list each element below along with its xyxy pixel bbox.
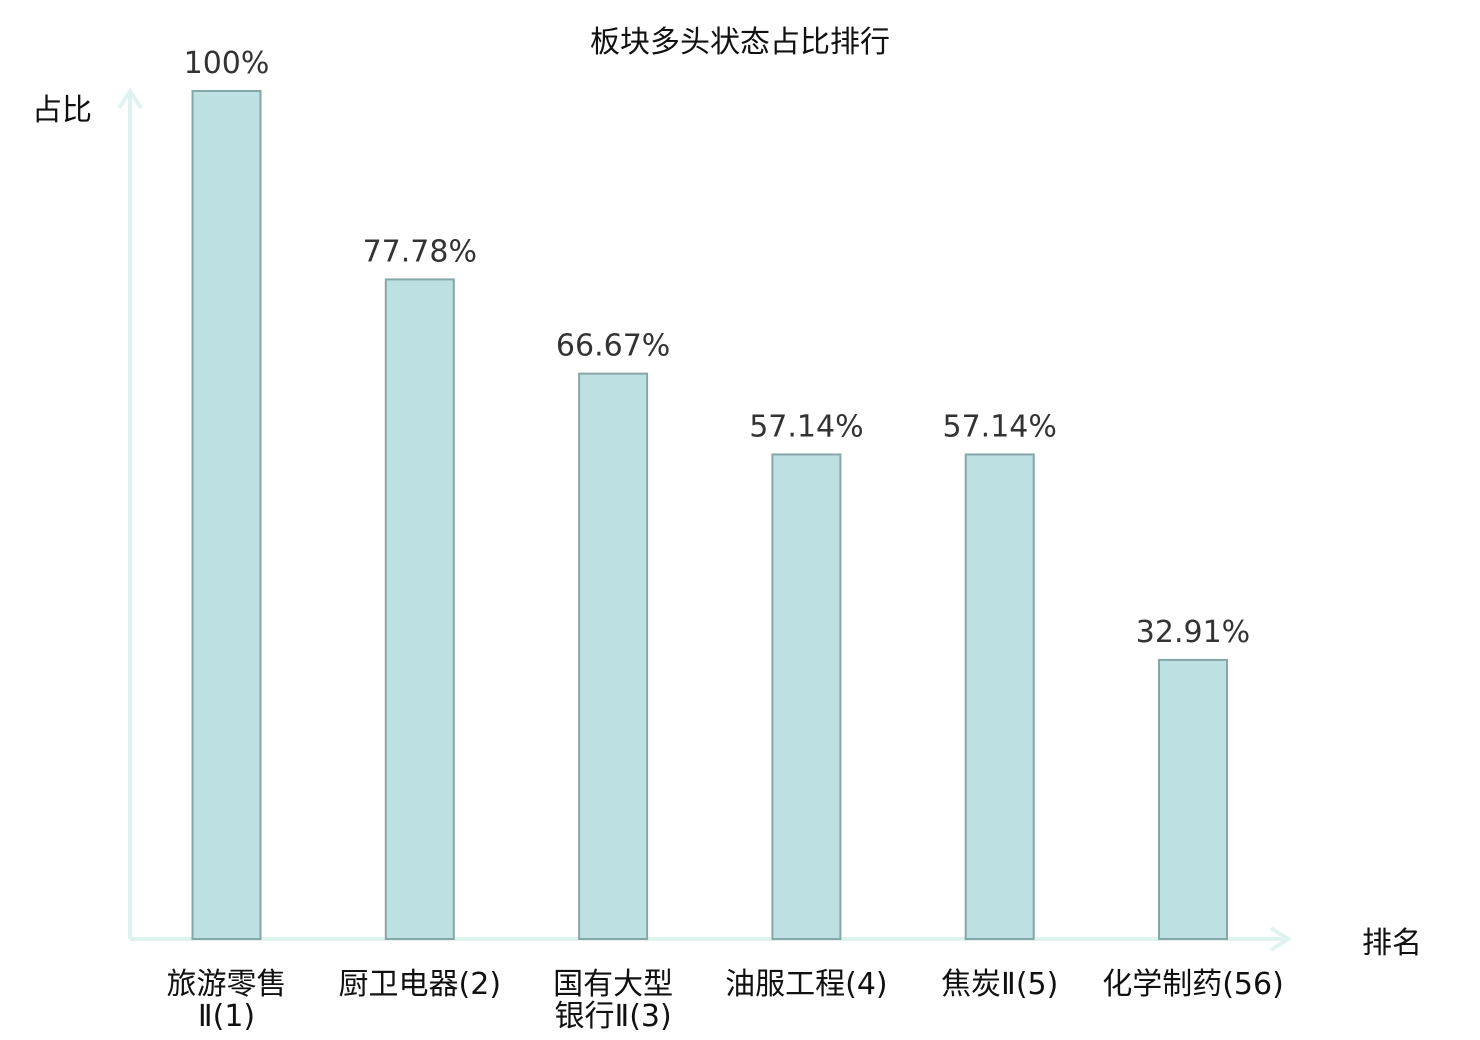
value-labels-group: 100% 77.78% 66.67% 57.14% 57.14% 32.91% <box>184 46 1251 650</box>
bar-5 <box>964 453 1035 940</box>
bar-1 <box>191 90 262 940</box>
category-label-line: Ⅱ(1) <box>198 999 255 1034</box>
bar-2 <box>384 278 455 940</box>
value-label-6: 32.91% <box>1136 615 1250 650</box>
category-label-5: 焦炭Ⅱ(5) <box>941 967 1058 1002</box>
y-axis-arrow <box>117 87 143 110</box>
value-label-3: 66.67% <box>556 329 670 364</box>
category-label-3: 国有大型银行Ⅱ(3) <box>553 967 673 1034</box>
category-label-line: 厨卫电器(2) <box>339 967 502 1002</box>
category-label-line: 化学制药(56) <box>1102 967 1284 1002</box>
x-axis-label: 排名 <box>1362 926 1422 961</box>
category-label-line: 焦炭Ⅱ(5) <box>941 967 1058 1002</box>
bars-group <box>191 90 1228 941</box>
category-label-1: 旅游零售 Ⅱ(1) <box>167 967 287 1034</box>
category-label-2: 厨卫电器(2) <box>339 967 502 1002</box>
category-label-line: 银行Ⅱ(3) <box>554 999 671 1034</box>
chart-title: 板块多头状态占比排行 <box>590 25 890 60</box>
x-axis-arrow <box>1269 926 1292 952</box>
category-labels-group: 旅游零售 Ⅱ(1) 厨卫电器(2) 国有大型银行Ⅱ(3) 油服工程(4) 焦炭Ⅱ(5) 化学… <box>167 967 1284 1034</box>
x-axis <box>130 926 1292 952</box>
category-label-line: 油服工程(4) <box>725 967 888 1002</box>
category-label-line: 旅游零售 <box>167 967 287 1002</box>
y-axis-label: 占比 <box>32 93 92 128</box>
bar-4 <box>771 453 842 940</box>
value-label-2: 77.78% <box>363 234 477 269</box>
bar-6 <box>1158 658 1228 941</box>
y-axis <box>117 87 143 939</box>
value-label-4: 57.14% <box>749 409 863 444</box>
category-label-6: 化学制药(56) <box>1102 967 1284 1002</box>
bar-3 <box>578 372 649 940</box>
category-label-4: 油服工程(4) <box>725 967 888 1002</box>
value-label-5: 57.14% <box>943 409 1057 444</box>
value-label-1: 100% <box>184 46 270 81</box>
category-label-line: 国有大型 <box>553 967 673 1002</box>
